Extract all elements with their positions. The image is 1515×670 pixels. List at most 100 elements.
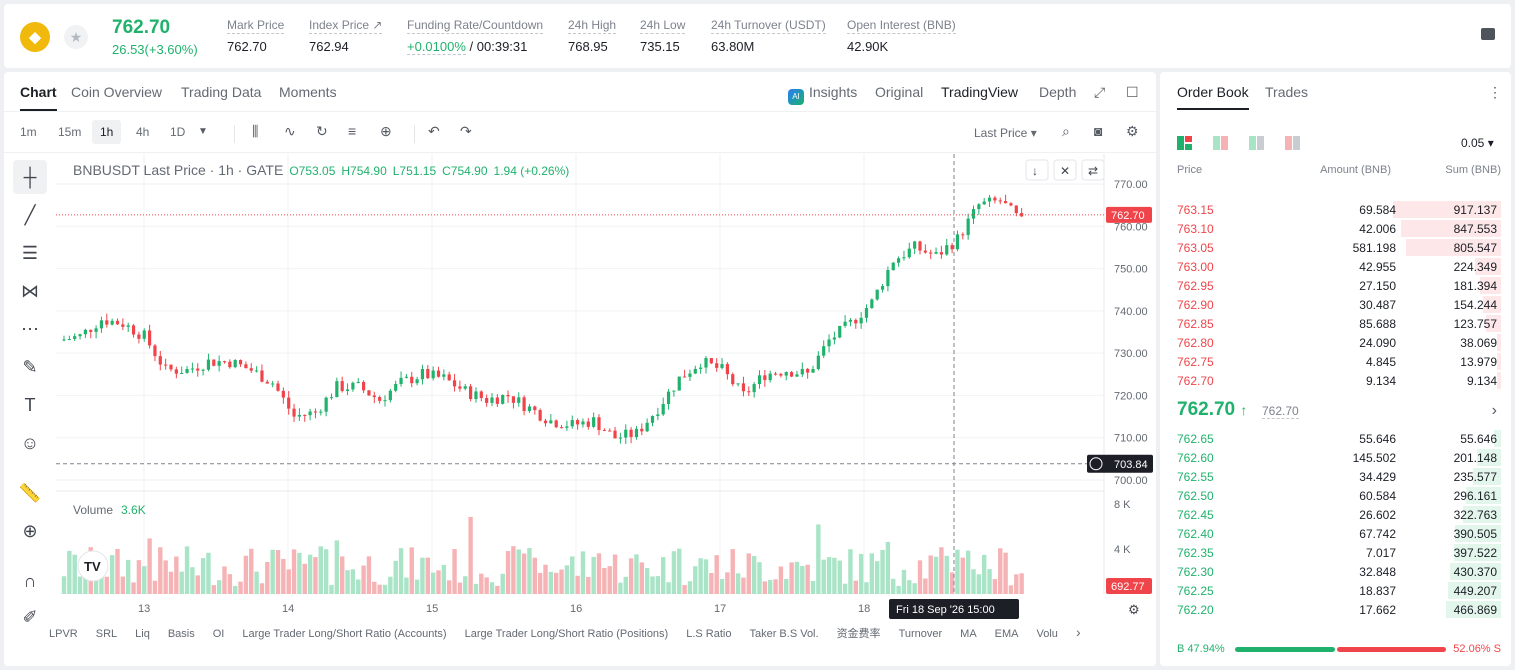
indicator-item[interactable]: 资金费率 xyxy=(836,628,881,640)
fib-icon[interactable]: ☰ xyxy=(21,242,39,263)
bid-row[interactable]: 762.35 7.017 397.522 xyxy=(1160,543,1511,562)
bid-row[interactable]: 762.20 17.662 466.869 xyxy=(1160,600,1511,619)
gann-icon[interactable]: ⋯ xyxy=(21,318,39,339)
lock-icon[interactable]: ✐ xyxy=(22,606,38,627)
ask-row[interactable]: 763.15 69.584 917.137 xyxy=(1160,200,1511,219)
indicator-item[interactable]: MA xyxy=(960,628,977,640)
timeframe-1h[interactable]: 1h xyxy=(92,120,122,144)
candle-type-icon[interactable]: ⫼ xyxy=(252,123,259,139)
chevron-right-icon[interactable]: › xyxy=(1075,624,1081,640)
window-icon[interactable]: ☐ xyxy=(1126,84,1139,100)
ask-row[interactable]: 762.70 9.134 9.134 xyxy=(1160,371,1511,390)
text-icon[interactable]: T xyxy=(24,394,36,415)
notebook-icon[interactable] xyxy=(1481,28,1495,40)
depth-bar xyxy=(1401,220,1501,237)
price-source-select[interactable]: Last Price ▾ xyxy=(974,126,1037,140)
view-tradingview[interactable]: TradingView xyxy=(941,84,1019,100)
view-depth[interactable]: Depth xyxy=(1039,84,1077,100)
favorite-star-icon[interactable]: ★ xyxy=(64,25,88,49)
candle-body xyxy=(158,356,162,365)
indicator-item[interactable]: Large Trader Long/Short Ratio (Accounts) xyxy=(242,628,447,640)
indicators-icon[interactable]: ∿ xyxy=(284,123,296,139)
candle-body xyxy=(971,209,976,219)
trend-line-icon[interactable]: ╱ xyxy=(24,204,36,225)
ask-row[interactable]: 763.00 42.955 224.349 xyxy=(1160,257,1511,276)
add-indicator-icon[interactable]: ⊕ xyxy=(380,123,392,139)
search-icon[interactable]: ⌕ xyxy=(1062,123,1070,139)
swap-icon[interactable]: ⇄ xyxy=(1088,164,1098,178)
volume-bar xyxy=(554,572,559,594)
tab-chart[interactable]: Chart xyxy=(20,84,57,111)
ask-row[interactable]: 763.05 581.198 805.547 xyxy=(1160,238,1511,257)
indicator-item[interactable]: OI xyxy=(212,628,225,640)
ask-row[interactable]: 763.10 42.006 847.553 xyxy=(1160,219,1511,238)
indicator-item[interactable]: Liq xyxy=(135,628,150,640)
indicator-item[interactable]: Basis xyxy=(167,628,195,640)
tab-trades[interactable]: Trades xyxy=(1265,84,1309,100)
volume-bar xyxy=(965,550,971,594)
ruler-icon[interactable]: 📏 xyxy=(18,482,42,503)
bid-row[interactable]: 762.45 26.602 322.763 xyxy=(1160,505,1511,524)
ai-icon: AI xyxy=(788,89,804,105)
chevron-right-icon[interactable]: › xyxy=(1491,402,1497,419)
bid-row[interactable]: 762.40 67.742 390.505 xyxy=(1160,524,1511,543)
candle-body xyxy=(447,374,451,381)
timeframe-15m[interactable]: 15m xyxy=(58,125,82,139)
timeframe-1d[interactable]: 1D xyxy=(170,125,186,139)
timeframe-4h[interactable]: 4h xyxy=(136,125,150,139)
camera-icon[interactable]: ◙ xyxy=(1094,123,1103,139)
tab-coin-overview[interactable]: Coin Overview xyxy=(71,84,163,100)
zoom-in-icon[interactable]: ⊕ xyxy=(22,520,38,541)
more-icon[interactable]: ⋮ xyxy=(1488,84,1502,100)
timeframe-1m[interactable]: 1m xyxy=(20,125,37,139)
candle-body xyxy=(115,320,120,325)
emoji-icon[interactable]: ☺ xyxy=(20,432,40,453)
tab-trading-data[interactable]: Trading Data xyxy=(181,84,262,100)
bid-row[interactable]: 762.65 55.646 55.646 xyxy=(1160,429,1511,448)
crosshair-time: Fri 18 Sep '26 15:00 xyxy=(896,604,995,616)
bid-row[interactable]: 762.55 34.429 235.577 xyxy=(1160,467,1511,486)
tick-size-select[interactable]: 0.05 ▾ xyxy=(1461,136,1494,150)
brush-icon[interactable]: ✎ xyxy=(22,356,38,377)
bid-row[interactable]: 762.50 60.584 296.161 xyxy=(1160,486,1511,505)
indicator-item[interactable]: Taker B.S Vol. xyxy=(749,628,819,640)
template-icon[interactable]: ≡ xyxy=(348,123,357,139)
ask-row[interactable]: 762.90 30.487 154.244 xyxy=(1160,295,1511,314)
price-chart[interactable]: 770.00 760.00 750.00 740.00 730.00 720.00 710.… xyxy=(56,154,1156,666)
bid-row[interactable]: 762.60 145.502 201.148 xyxy=(1160,448,1511,467)
indicator-item[interactable]: Large Trader Long/Short Ratio (Positions… xyxy=(464,628,669,640)
candle-body xyxy=(693,368,697,374)
indicator-item[interactable]: Turnover xyxy=(898,628,943,640)
ask-row[interactable]: 762.75 4.845 13.979 xyxy=(1160,352,1511,371)
indicator-item[interactable]: Volu xyxy=(1036,628,1058,640)
insights-button[interactable]: AI Insights xyxy=(788,84,857,105)
bid-row[interactable]: 762.25 18.837 449.207 xyxy=(1160,581,1511,600)
book-view-icons[interactable] xyxy=(1177,135,1317,151)
candle-body xyxy=(613,430,617,439)
view-original[interactable]: Original xyxy=(875,84,924,100)
pattern-icon[interactable]: ⋈ xyxy=(21,280,39,301)
ask-row[interactable]: 762.85 85.688 123.757 xyxy=(1160,314,1511,333)
indicator-item[interactable]: SRL xyxy=(95,628,118,640)
tab-order-book[interactable]: Order Book xyxy=(1177,84,1249,110)
bid-row[interactable]: 762.30 32.848 430.370 xyxy=(1160,562,1511,581)
ask-row[interactable]: 762.95 27.150 181.394 xyxy=(1160,276,1511,295)
close-icon[interactable]: ✕ xyxy=(1060,164,1070,178)
refresh-icon[interactable]: ↻ xyxy=(316,123,328,139)
chevron-down-icon[interactable]: ▼ xyxy=(198,126,208,137)
crosshair-icon[interactable]: ┼ xyxy=(13,160,47,194)
scroll-down-icon[interactable]: ↓ xyxy=(1032,164,1038,178)
expand-icon[interactable]: ⤢ xyxy=(1094,84,1106,100)
stat-index-price[interactable]: Index Price ↗ 762.94 xyxy=(309,18,383,54)
indicator-item[interactable]: LPVR xyxy=(49,628,78,640)
ask-row[interactable]: 762.80 24.090 38.069 xyxy=(1160,333,1511,352)
candle-body xyxy=(415,379,419,384)
magnet-icon[interactable]: ∩ xyxy=(23,570,37,591)
volume-bar xyxy=(559,569,564,594)
redo-icon[interactable]: ↷ xyxy=(460,123,472,139)
indicator-item[interactable]: EMA xyxy=(994,628,1019,640)
tab-moments[interactable]: Moments xyxy=(279,84,337,100)
indicator-item[interactable]: L.S Ratio xyxy=(686,628,732,640)
undo-icon[interactable]: ↶ xyxy=(428,123,440,139)
gear-icon[interactable]: ⚙ xyxy=(1126,123,1139,139)
